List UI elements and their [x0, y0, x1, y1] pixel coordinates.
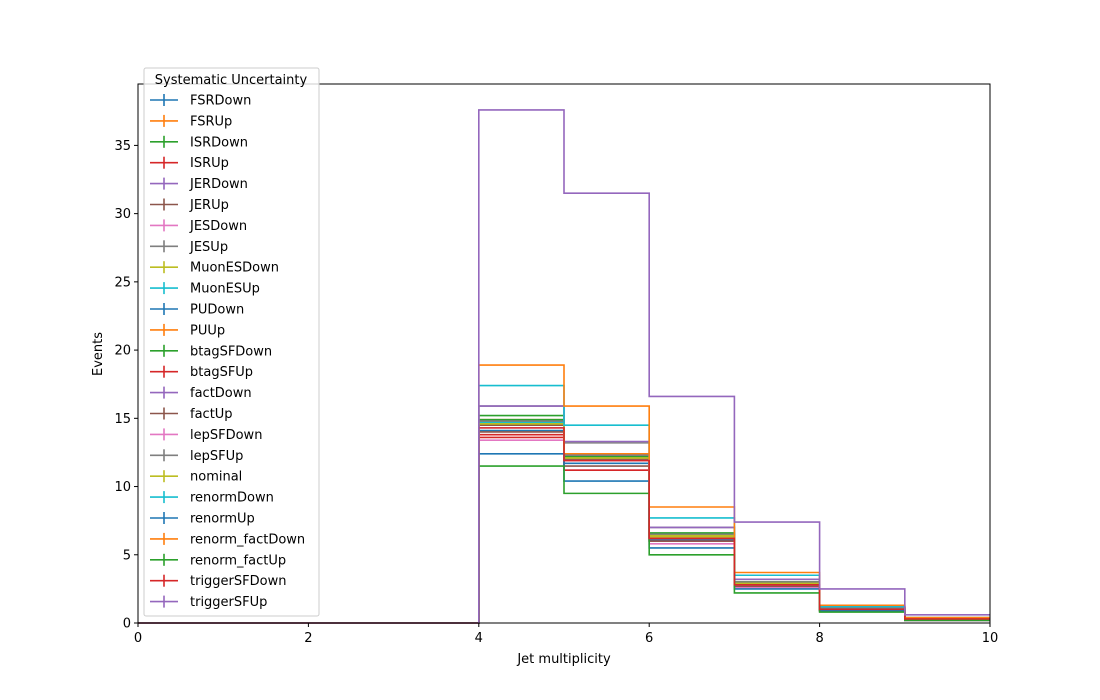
legend-label: ISRUp [190, 156, 229, 171]
legend-entry-MuonESDown: MuonESDown [150, 261, 279, 276]
legend-label: nominal [190, 470, 242, 485]
legend-label: PUDown [190, 303, 244, 318]
legend-entry-PUUp: PUUp [150, 323, 225, 338]
y-tick-label: 5 [123, 548, 131, 563]
x-ticks: 0 2 4 6 8 10 [134, 623, 998, 646]
y-tick-label: 35 [114, 139, 131, 154]
legend-box [143, 67, 320, 617]
legend-entry-renorm_factDown: renorm_factDown [150, 532, 305, 547]
legend-entry-btagSFDown: btagSFDown [150, 344, 272, 359]
y-tick-label: 0 [123, 617, 131, 632]
legend-label: ISRDown [190, 135, 248, 150]
legend: Systematic Uncertainty FSRDown FSRUp ISRDo… [143, 67, 320, 617]
x-tick-label: 4 [475, 631, 483, 646]
y-tick-label: 10 [114, 480, 131, 495]
x-tick-label: 2 [304, 631, 312, 646]
legend-label: renorm_factDown [190, 532, 305, 547]
legend-label: btagSFDown [190, 344, 272, 359]
legend-entry-PUDown: PUDown [150, 303, 244, 318]
y-ticks: 0 5 10 15 20 25 30 35 [114, 139, 138, 632]
y-tick-label: 25 [114, 275, 131, 290]
legend-label: triggerSFDown [190, 574, 286, 589]
legend-label: PUUp [190, 323, 225, 338]
legend-label: JESDown [189, 219, 247, 234]
legend-entry-renormDown: renormDown [150, 491, 274, 506]
legend-label: factUp [190, 407, 233, 422]
plot-frame [137, 83, 991, 624]
legend-entry-nominal: nominal [150, 470, 242, 485]
legend-entry-renorm_factUp: renorm_factUp [150, 553, 286, 568]
legend-label: FSRDown [190, 94, 251, 109]
legend-entry-triggerSFDown: triggerSFDown [150, 574, 286, 589]
legend-label: JERDown [189, 177, 248, 192]
legend-entry-FSRUp: FSRUp [150, 114, 232, 129]
legend-entry-factDown: factDown [150, 386, 252, 401]
legend-entry-JESUp: JESUp [150, 240, 228, 255]
legend-label: renormDown [190, 491, 274, 506]
y-tick-label: 20 [114, 344, 131, 359]
legend-label: lepSFDown [190, 428, 262, 443]
legend-label: renormUp [190, 512, 255, 527]
legend-entry-renormUp: renormUp [150, 512, 255, 527]
legend-label: MuonESDown [190, 261, 279, 276]
legend-label: btagSFUp [190, 365, 253, 380]
x-axis-label: Jet multiplicity [516, 652, 611, 667]
y-tick-label: 30 [114, 207, 131, 222]
legend-entry-lepSFUp: lepSFUp [150, 449, 243, 464]
x-tick-label: 0 [134, 631, 142, 646]
legend-label: JESUp [189, 240, 228, 255]
legend-entry-ISRUp: ISRUp [150, 156, 229, 171]
y-axis-label: Events [91, 332, 106, 376]
legend-label: factDown [190, 386, 252, 401]
legend-entries: FSRDown FSRUp ISRDown ISRUp JERDown JERUp JESD… [150, 94, 305, 610]
legend-label: JERUp [189, 198, 229, 213]
legend-label: renorm_factUp [190, 553, 286, 568]
y-tick-label: 15 [114, 412, 131, 427]
x-tick-label: 10 [982, 631, 999, 646]
legend-entry-btagSFUp: btagSFUp [150, 365, 253, 380]
legend-entry-factUp: factUp [150, 407, 233, 422]
legend-entry-MuonESUp: MuonESUp [150, 282, 260, 297]
legend-entry-JERUp: JERUp [150, 198, 229, 213]
legend-label: FSRUp [190, 114, 232, 129]
legend-title: Systematic Uncertainty [155, 73, 308, 88]
x-tick-label: 8 [815, 631, 823, 646]
legend-label: triggerSFUp [190, 595, 267, 610]
legend-entry-triggerSFUp: triggerSFUp [150, 595, 267, 610]
legend-entry-lepSFDown: lepSFDown [150, 428, 262, 443]
legend-entry-FSRDown: FSRDown [150, 94, 251, 109]
legend-label: MuonESUp [190, 282, 260, 297]
x-tick-label: 6 [645, 631, 653, 646]
legend-label: lepSFUp [190, 449, 243, 464]
legend-entry-JESDown: JESDown [150, 219, 247, 234]
legend-entry-JERDown: JERDown [150, 177, 248, 192]
legend-entry-ISRDown: ISRDown [150, 135, 248, 150]
